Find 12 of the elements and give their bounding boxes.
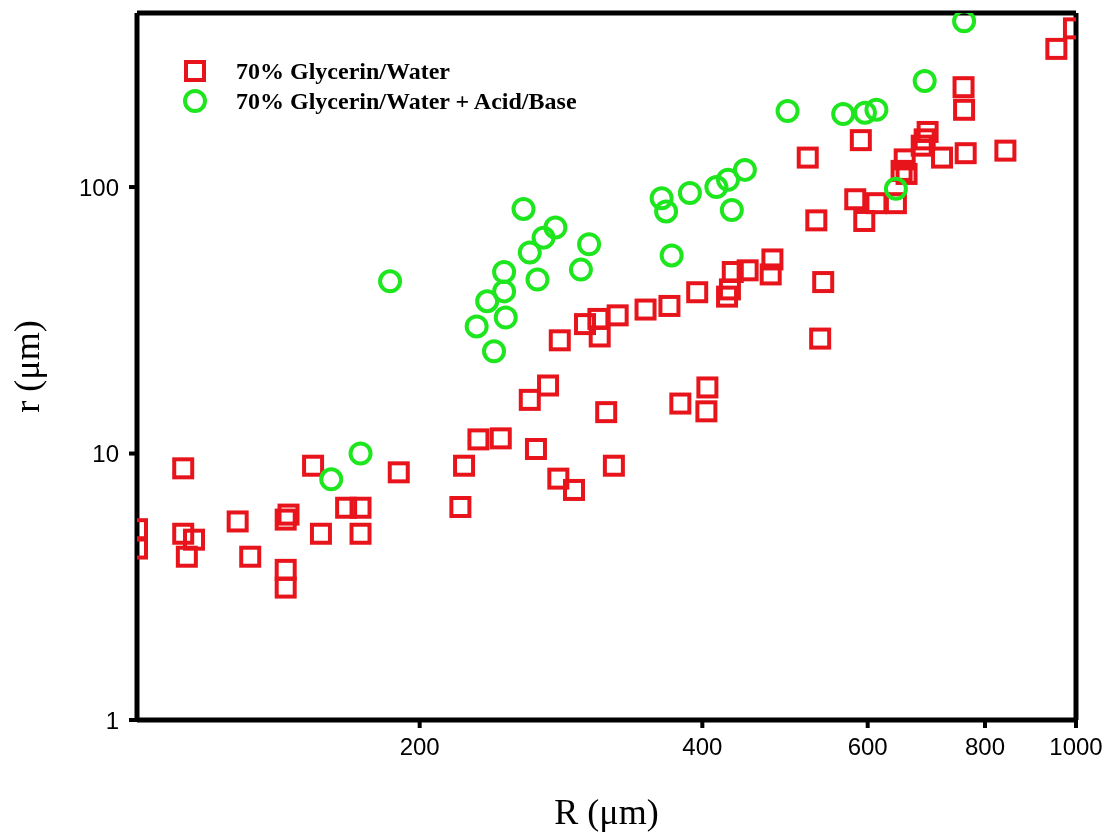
x-tick-label: 600 <box>847 733 888 761</box>
legend-label: 70% Glycerin/Water + Acid/Base <box>236 87 577 115</box>
x-tick-label: 200 <box>399 733 440 761</box>
x-tick-label: 400 <box>682 733 723 761</box>
y-tick-label: 100 <box>78 173 119 201</box>
x-tick-label: 1000 <box>1049 733 1103 761</box>
y-tick-label: 1 <box>105 706 119 734</box>
x-axis-title: R (μm) <box>554 792 659 832</box>
x-tick-label: 800 <box>964 733 1006 761</box>
y-axis-title: r (μm) <box>6 320 47 413</box>
legend-label: 70% Glycerin/Water <box>236 57 450 85</box>
y-tick-label: 10 <box>92 440 119 468</box>
